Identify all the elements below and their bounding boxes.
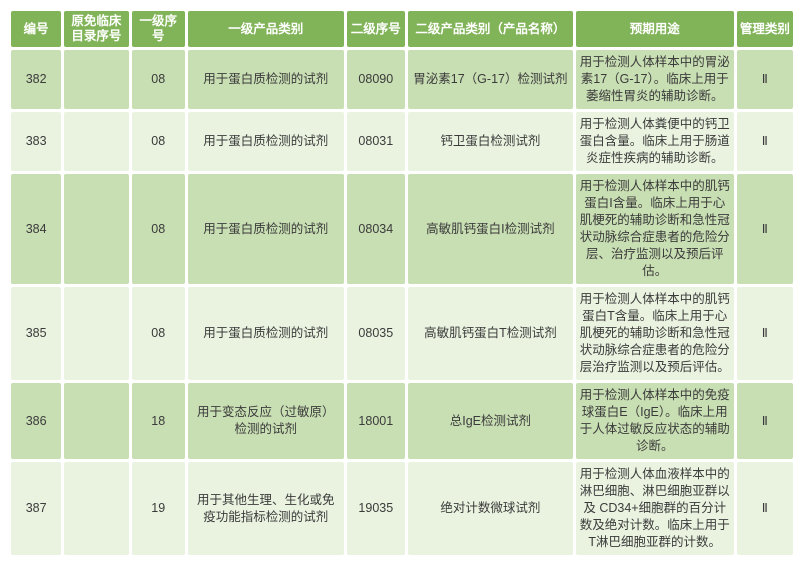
column-header-no: 编号 (11, 11, 62, 47)
cell-level2-no: 08035 (346, 287, 405, 380)
cell-orig-exempt-no (64, 112, 129, 171)
cell-no: 384 (11, 174, 62, 284)
cell-level2-no: 08031 (346, 112, 405, 171)
cell-level1-category: 用于其他生理、生化或免疫功能指标检测的试剂 (187, 462, 344, 555)
table-row: 383 08 用于蛋白质检测的试剂 08031 钙卫蛋白检测试剂 用于检测人体粪便中的钙卫… (11, 112, 793, 171)
cell-no: 387 (11, 462, 62, 555)
cell-intended-use: 用于检测人体样本中的免疫球蛋白E（IgE）。临床上用于人体过敏反应状态的辅助诊断… (575, 383, 734, 459)
cell-intended-use: 用于检测人体样本中的肌钙蛋白T含量。临床上用于心肌梗死的辅助诊断和急性冠状动脉综… (575, 287, 734, 380)
column-header-mgmt-class: 管理类别 (736, 11, 793, 47)
column-header-level1-category: 一级产品类别 (187, 11, 344, 47)
cell-intended-use: 用于检测人体样本中的胃泌素17（G-17）。临床上用于萎缩性胃炎的辅助诊断。 (575, 50, 734, 109)
cell-orig-exempt-no (64, 383, 129, 459)
cell-level1-no: 08 (131, 174, 185, 284)
cell-level2-no: 18001 (346, 383, 405, 459)
cell-level2-no: 08034 (346, 174, 405, 284)
cell-no: 382 (11, 50, 62, 109)
cell-level2-category: 绝对计数微球试剂 (407, 462, 573, 555)
cell-intended-use: 用于检测人体样本中的肌钙蛋白I含量。临床上用于心肌梗死的辅助诊断和急性冠状动脉综… (575, 174, 734, 284)
table-row: 386 18 用于变态反应（过敏原）检测的试剂 18001 总IgE检测试剂 用于检测人体… (11, 383, 793, 459)
cell-level1-no: 08 (131, 50, 185, 109)
cell-orig-exempt-no (64, 287, 129, 380)
cell-level2-no: 08090 (346, 50, 405, 109)
table-row: 382 08 用于蛋白质检测的试剂 08090 胃泌素17（G-17）检测试剂 用于检测人… (11, 50, 793, 109)
cell-orig-exempt-no (64, 50, 129, 109)
cell-level1-no: 19 (131, 462, 185, 555)
table-body: 382 08 用于蛋白质检测的试剂 08090 胃泌素17（G-17）检测试剂 用于检测人… (11, 50, 793, 555)
cell-no: 385 (11, 287, 62, 380)
cell-level1-category: 用于蛋白质检测的试剂 (187, 112, 344, 171)
cell-mgmt-class: Ⅱ (736, 287, 793, 380)
cell-level1-category: 用于变态反应（过敏原）检测的试剂 (187, 383, 344, 459)
cell-level1-category: 用于蛋白质检测的试剂 (187, 174, 344, 284)
cell-level2-no: 19035 (346, 462, 405, 555)
cell-level1-no: 18 (131, 383, 185, 459)
cell-intended-use: 用于检测人体血液样本中的淋巴细胞、淋巴细胞亚群以及 CD34+细胞群的百分计数及… (575, 462, 734, 555)
cell-level1-no: 08 (131, 112, 185, 171)
cell-level2-category: 总IgE检测试剂 (407, 383, 573, 459)
cell-mgmt-class: Ⅱ (736, 174, 793, 284)
cell-level1-category: 用于蛋白质检测的试剂 (187, 50, 344, 109)
column-header-level2-category: 二级产品类别（产品名称） (407, 11, 573, 47)
cell-no: 386 (11, 383, 62, 459)
cell-intended-use: 用于检测人体粪便中的钙卫蛋白含量。临床上用于肠道炎症性疾病的辅助诊断。 (575, 112, 734, 171)
cell-mgmt-class: Ⅱ (736, 383, 793, 459)
cell-no: 383 (11, 112, 62, 171)
cell-mgmt-class: Ⅱ (736, 50, 793, 109)
column-header-level2-no: 二级序号 (346, 11, 405, 47)
cell-level2-category: 高敏肌钙蛋白T检测试剂 (407, 287, 573, 380)
column-header-intended-use: 预期用途 (575, 11, 734, 47)
cell-mgmt-class: Ⅱ (736, 462, 793, 555)
table-row: 387 19 用于其他生理、生化或免疫功能指标检测的试剂 19035 绝对计数微球试剂用… (11, 462, 793, 555)
column-header-level1-no: 一级序号 (131, 11, 185, 47)
header-row: 编号 原免临床目录序号 一级序号 一级产品类别 二级序号 二级产品类别（产品名称） 预期用途… (11, 11, 793, 47)
cell-level2-category: 钙卫蛋白检测试剂 (407, 112, 573, 171)
cell-orig-exempt-no (64, 174, 129, 284)
ivd-product-catalog-table: 编号 原免临床目录序号 一级序号 一级产品类别 二级序号 二级产品类别（产品名称） 预期用途… (8, 8, 796, 558)
table-row: 384 08 用于蛋白质检测的试剂 08034 高敏肌钙蛋白I检测试剂 用于检测人体样本中… (11, 174, 793, 284)
cell-level2-category: 高敏肌钙蛋白I检测试剂 (407, 174, 573, 284)
table-row: 385 08 用于蛋白质检测的试剂 08035 高敏肌钙蛋白T检测试剂 用于检测人体样本中… (11, 287, 793, 380)
cell-mgmt-class: Ⅱ (736, 112, 793, 171)
cell-level1-category: 用于蛋白质检测的试剂 (187, 287, 344, 380)
cell-level2-category: 胃泌素17（G-17）检测试剂 (407, 50, 573, 109)
cell-level1-no: 08 (131, 287, 185, 380)
cell-orig-exempt-no (64, 462, 129, 555)
column-header-orig-exempt-no: 原免临床目录序号 (64, 11, 129, 47)
